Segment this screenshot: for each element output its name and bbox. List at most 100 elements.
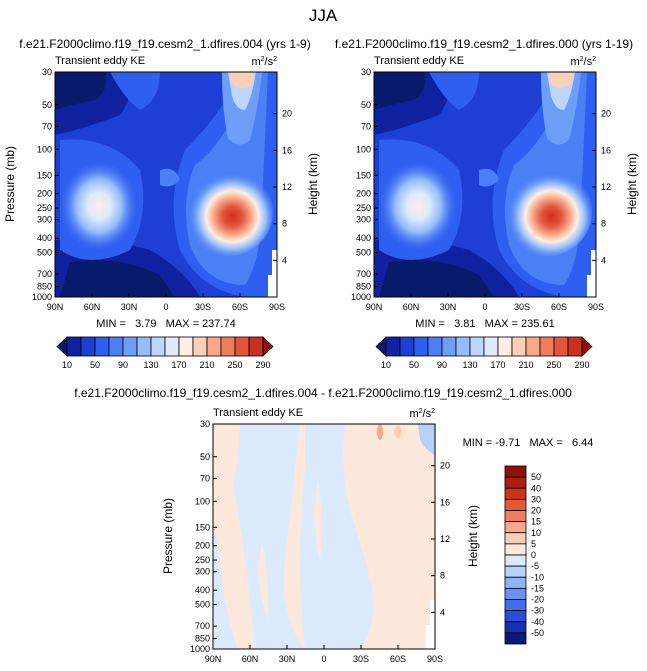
colorbar-swatch [504, 554, 527, 567]
panel-c-ylabel: Pressure (mb) [161, 498, 175, 574]
panel-a-field [55, 72, 277, 297]
colorbar-swatch [504, 599, 527, 612]
colorbar-label: 130 [462, 360, 477, 370]
y2-tick-label: 8 [282, 219, 287, 229]
colorbar-a: 10 50 90 130 170 210 250 290 [56, 336, 274, 370]
y-tick-label: 500 [356, 248, 371, 258]
colorbar-low-cap [56, 336, 68, 357]
y-tick-label: 200 [37, 189, 52, 199]
colorbar-label: 170 [490, 360, 505, 370]
y-tick-label: 70 [200, 473, 210, 483]
colorbar-swatch [497, 336, 513, 357]
x-tick-label: 60N [403, 302, 420, 312]
colorbar-label: 10 [531, 528, 541, 538]
y2-tick-label: 16 [440, 497, 450, 507]
y2-tick-label: 20 [282, 109, 292, 119]
x-tick-label: 30S [353, 654, 369, 664]
colorbar-swatch [248, 336, 264, 357]
y2-tick-label: 4 [282, 255, 287, 265]
x-tick-label: 30N [440, 302, 457, 312]
y-tick-label: 700 [195, 621, 210, 631]
panel-a-units: m2/s2 [251, 56, 277, 68]
colorbar-label: 30 [531, 494, 541, 504]
colorbar-label: 130 [143, 360, 158, 370]
x-tick-label: 90S [427, 654, 443, 664]
y-tick-label: 700 [37, 269, 52, 279]
colorbar-swatch [413, 336, 429, 357]
colorbar-label: 50 [531, 472, 541, 482]
y-tick-label: 500 [195, 600, 210, 610]
colorbar-label: -50 [531, 628, 544, 638]
colorbar-swatch [504, 498, 527, 511]
colorbar-label: -5 [531, 561, 539, 571]
y-tick-label: 400 [356, 233, 371, 243]
y-tick-label: 700 [356, 269, 371, 279]
y-tick-label: 30 [42, 67, 52, 77]
panel-c-axes: 305070100150200250300400500700850100090N… [190, 419, 450, 664]
y-tick-label: 50 [200, 452, 210, 462]
y-tick-label: 400 [195, 585, 210, 595]
panel-a: f.e21.F2000climo.f19_f19.cesm2_1.dfires.… [3, 37, 320, 330]
colorbar-swatch [504, 510, 527, 523]
colorbar-swatch [504, 587, 527, 600]
y-tick-label: 100 [195, 496, 210, 506]
page-title: JJA [309, 6, 338, 25]
panel-b-field [374, 72, 596, 297]
x-tick-label: 30S [514, 302, 530, 312]
colorbar-swatch [504, 465, 527, 478]
y2-tick-label: 12 [282, 182, 292, 192]
panel-b: f.e21.F2000climo.f19_f19.cesm2_1.dfires.… [335, 37, 639, 330]
colorbar-b: 10 50 90 130 170 210 250 290 [375, 336, 593, 370]
panel-a-stats: MIN = 3.79 MAX = 237.74 [96, 318, 235, 330]
colorbar-swatch [94, 336, 110, 357]
x-tick-label: 90S [588, 302, 604, 312]
x-tick-label: 60S [551, 302, 567, 312]
y-tick-label: 50 [361, 100, 371, 110]
colorbar-label: 210 [518, 360, 533, 370]
colorbar-swatch [504, 610, 527, 623]
colorbar-label: 15 [531, 517, 541, 527]
colorbar-swatch [504, 476, 527, 489]
colorbar-label: 0 [531, 550, 536, 560]
colorbar-label: -20 [531, 595, 544, 605]
panel-c-y2label: Height (km) [466, 505, 480, 567]
colorbar-label: -40 [531, 617, 544, 627]
colorbar-swatch [525, 336, 541, 357]
colorbar-label: 10 [381, 360, 391, 370]
y-tick-label: 150 [356, 170, 371, 180]
colorbar-label: 5 [531, 539, 536, 549]
colorbar-label: 40 [531, 483, 541, 493]
panel-b-units: m2/s2 [570, 56, 596, 68]
y2-tick-label: 16 [282, 145, 292, 155]
panel-a-title: f.e21.F2000climo.f19_f19.cesm2_1.dfires.… [19, 37, 310, 51]
colorbar-label: 50 [90, 360, 100, 370]
colorbar-label: 10 [62, 360, 72, 370]
y-tick-label: 250 [356, 203, 371, 213]
y-tick-label: 300 [195, 567, 210, 577]
panel-c-left-label: Transient eddy KE [213, 407, 303, 419]
x-tick-label: 0 [482, 302, 487, 312]
y-tick-label: 30 [200, 419, 210, 429]
colorbar-swatch [469, 336, 485, 357]
colorbar-high-cap [262, 336, 274, 357]
colorbar-swatch [220, 336, 236, 357]
colorbar-label: 290 [574, 360, 589, 370]
colorbar-swatch [504, 621, 527, 634]
x-tick-label: 0 [163, 302, 168, 312]
colorbar-low-cap [375, 336, 387, 357]
colorbar-swatch [441, 336, 457, 357]
y-tick-label: 300 [37, 215, 52, 225]
x-tick-label: 30N [121, 302, 138, 312]
colorbar-swatch [66, 336, 82, 357]
y-tick-label: 200 [356, 189, 371, 199]
y-tick-label: 850 [37, 282, 52, 292]
colorbar-swatch [164, 336, 180, 357]
x-tick-label: 90N [205, 654, 222, 664]
y-tick-label: 30 [361, 67, 371, 77]
colorbar-swatch [504, 543, 527, 556]
panel-a-axes: 305070100150200250300400500700850100090N… [32, 67, 292, 312]
y-tick-label: 500 [37, 248, 52, 258]
colorbar-swatch [427, 336, 443, 357]
x-tick-label: 90N [47, 302, 64, 312]
colorbar-swatch [483, 336, 499, 357]
